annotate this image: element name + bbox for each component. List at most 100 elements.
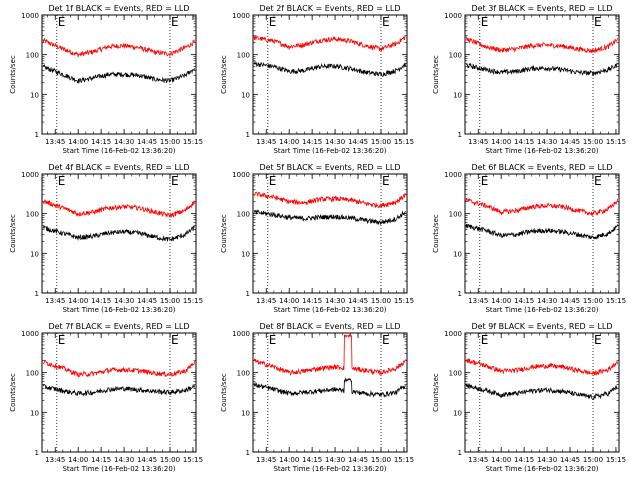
events-series-line	[42, 64, 195, 84]
chart-title: Det 4f BLACK = Events, RED = LLD	[48, 163, 189, 172]
events-series-line	[253, 377, 406, 398]
lld-series-line	[253, 333, 406, 376]
x-axis-label: Start Time (16-Feb-02 13:36:20)	[273, 306, 386, 314]
chart-panel-5: Det 5f BLACK = Events, RED = LLD 1 10 100 10…	[220, 163, 414, 314]
y-tick-label: 1	[246, 290, 250, 298]
x-tick-label: 13:45	[468, 138, 488, 146]
chart-title: Det 6f BLACK = Events, RED = LLD	[471, 163, 612, 172]
y-tick-label: 1000	[21, 330, 39, 338]
event-marker-label: E	[269, 333, 277, 347]
y-tick-label: 1000	[232, 12, 250, 20]
y-tick-label: 1000	[232, 330, 250, 338]
x-tick-label: 15:15	[394, 138, 414, 146]
event-marker-label: E	[382, 174, 390, 188]
x-tick-label: 14:45	[348, 297, 368, 305]
x-tick-label: 15:00	[160, 138, 180, 146]
x-tick-label: 14:45	[348, 138, 368, 146]
x-tick-label: 13:45	[45, 138, 65, 146]
x-tick-label: 14:45	[137, 297, 157, 305]
event-marker-label: E	[382, 15, 390, 29]
x-tick-label: 15:00	[160, 297, 180, 305]
x-tick-label: 15:15	[606, 138, 626, 146]
plot-frame	[252, 332, 408, 453]
x-tick-label: 14:30	[325, 138, 345, 146]
x-tick-label: 14:00	[491, 456, 511, 464]
chart-title: Det 9f BLACK = Events, RED = LLD	[471, 322, 612, 331]
x-axis-label: Start Time (16-Feb-02 13:36:20)	[62, 147, 175, 155]
x-tick-label: 14:30	[537, 297, 557, 305]
lld-series-line	[465, 36, 618, 54]
x-tick-label: 14:15	[514, 297, 534, 305]
x-tick-label: 15:00	[160, 456, 180, 464]
x-tick-label: 13:45	[256, 138, 276, 146]
y-tick-label: 1000	[444, 12, 462, 20]
y-tick-label: 1000	[444, 171, 462, 179]
lld-series-line	[253, 191, 406, 209]
x-tick-label: 15:00	[583, 297, 603, 305]
y-tick-label: 10	[30, 250, 39, 258]
events-series-line	[42, 383, 195, 397]
y-tick-label: 1	[35, 131, 39, 139]
chart-panel-2: Det 2f BLACK = Events, RED = LLD 1 10 100 10…	[220, 4, 414, 155]
y-tick-label: 100	[26, 211, 39, 219]
x-tick-label: 13:45	[256, 456, 276, 464]
chart-title: Det 5f BLACK = Events, RED = LLD	[259, 163, 400, 172]
y-tick-label: 10	[241, 91, 250, 99]
y-tick-label: 1	[246, 131, 250, 139]
y-tick-label: 1	[458, 449, 462, 457]
chart-panel-4: Det 4f BLACK = Events, RED = LLD 1 10 100 10…	[9, 163, 203, 314]
x-tick-label: 14:15	[514, 456, 534, 464]
x-tick-label: 14:45	[560, 456, 580, 464]
x-tick-label: 15:15	[606, 456, 626, 464]
y-tick-label: 100	[237, 370, 250, 378]
x-tick-label: 14:00	[68, 456, 88, 464]
y-tick-label: 10	[30, 409, 39, 417]
x-tick-label: 13:45	[468, 297, 488, 305]
x-tick-label: 15:15	[183, 297, 203, 305]
x-tick-label: 13:45	[45, 297, 65, 305]
y-tick-label: 1000	[21, 171, 39, 179]
x-tick-label: 14:45	[348, 456, 368, 464]
y-axis-label: Counts/sec	[432, 373, 440, 412]
event-marker-label: E	[481, 174, 489, 188]
x-tick-label: 15:15	[606, 297, 626, 305]
y-axis-label: Counts/sec	[9, 214, 17, 253]
y-tick-label: 1000	[232, 171, 250, 179]
y-tick-label: 100	[449, 370, 462, 378]
event-marker-label: E	[382, 333, 390, 347]
y-axis-label: Counts/sec	[432, 55, 440, 94]
x-tick-label: 13:45	[45, 456, 65, 464]
x-axis-label: Start Time (16-Feb-02 13:36:20)	[485, 465, 598, 473]
event-marker-label: E	[58, 333, 66, 347]
x-tick-label: 14:15	[91, 297, 111, 305]
lld-series-line	[42, 198, 195, 218]
y-tick-label: 1	[35, 449, 39, 457]
chart-title: Det 3f BLACK = Events, RED = LLD	[471, 4, 612, 13]
event-marker-label: E	[594, 333, 602, 347]
events-series-line	[465, 223, 618, 240]
x-tick-label: 14:00	[491, 297, 511, 305]
chart-panel-6: Det 6f BLACK = Events, RED = LLD 1 10 100 10…	[432, 163, 626, 314]
chart-panel-1: Det 1f BLACK = Events, RED = LLD 1 10 100 10…	[9, 4, 203, 155]
x-tick-label: 14:45	[560, 297, 580, 305]
lld-series-line	[465, 358, 618, 376]
x-tick-label: 13:45	[256, 297, 276, 305]
plot-frame	[252, 14, 408, 135]
plot-frame	[464, 332, 620, 453]
x-tick-label: 14:00	[491, 138, 511, 146]
x-axis-label: Start Time (16-Feb-02 13:36:20)	[273, 147, 386, 155]
y-tick-label: 1	[458, 290, 462, 298]
x-tick-label: 14:15	[514, 138, 534, 146]
chart-title: Det 1f BLACK = Events, RED = LLD	[48, 4, 189, 13]
x-tick-label: 14:30	[114, 297, 134, 305]
x-tick-label: 14:15	[302, 456, 322, 464]
x-axis-label: Start Time (16-Feb-02 13:36:20)	[273, 465, 386, 473]
event-marker-label: E	[58, 174, 66, 188]
event-marker-label: E	[269, 15, 277, 29]
y-tick-label: 10	[453, 91, 462, 99]
y-axis-label: Counts/sec	[220, 373, 228, 412]
y-tick-label: 1000	[21, 12, 39, 20]
x-tick-label: 14:45	[137, 138, 157, 146]
x-tick-label: 14:30	[325, 456, 345, 464]
